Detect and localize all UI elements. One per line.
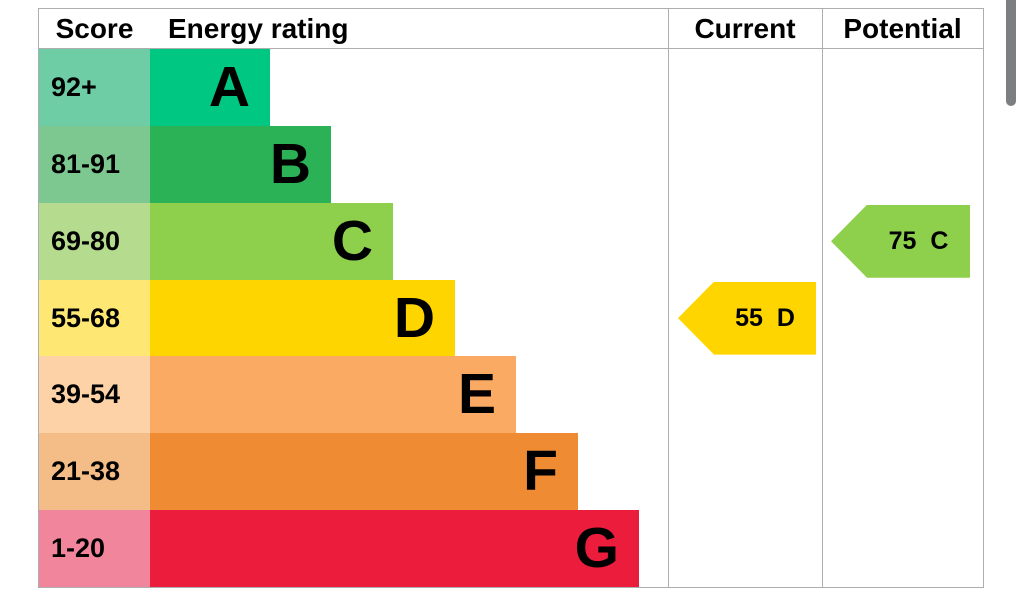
rating-bar: C [150,202,393,280]
epc-bands: 92+ A 81-91 B 69-80 C 55-68 D 39-54 E 21… [39,49,983,588]
rating-bar: A [150,49,270,126]
header-energy-rating: Energy rating [168,12,349,44]
rating-bar: E [150,356,516,434]
header-score: Score [55,12,134,44]
epc-band-row: 55-68 D [39,279,983,357]
epc-band-row: 39-54 E [39,356,983,434]
potential-rating-value: 75 [888,226,917,255]
column-divider-potential [822,9,823,587]
rating-letter: A [208,54,250,119]
score-range: 21-38 [39,433,150,511]
rating-letter: B [269,131,311,196]
column-divider-current [668,9,669,587]
rating-bar: G [150,510,639,588]
score-range: 92+ [39,49,150,126]
potential-rating-letter: C [930,226,949,255]
current-rating-value: 55 [735,303,763,332]
header-potential: Potential [843,12,962,44]
score-range: 69-80 [39,202,150,280]
epc-band-row: 92+ A [39,49,983,126]
epc-chart: Score Energy rating Current Potential 92… [38,8,984,588]
header-current: Current [694,12,796,44]
score-range: 81-91 [39,125,150,203]
rating-letter: C [331,208,373,273]
score-range: 55-68 [39,279,150,357]
epc-header-row: Score Energy rating Current Potential [39,9,983,49]
score-range: 39-54 [39,356,150,434]
epc-band-row: 69-80 C [39,202,983,280]
rating-letter: D [393,285,435,350]
rating-bar: F [150,433,578,511]
rating-letter: G [574,516,619,581]
epc-band-row: 21-38 F [39,433,983,511]
rating-bar: B [150,125,331,203]
rating-bar: D [150,279,455,357]
rating-letter: F [523,439,558,504]
score-range: 1-20 [39,510,150,588]
scrollbar-thumb[interactable] [1006,0,1016,106]
current-rating-letter: D [776,303,795,332]
epc-band-row: 81-91 B [39,125,983,203]
rating-letter: E [457,362,496,427]
epc-band-row: 1-20 G [39,510,983,588]
